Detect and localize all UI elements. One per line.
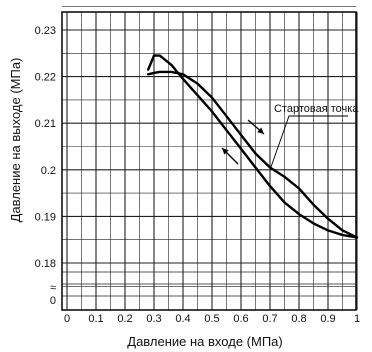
x-tick-label: 0.8 — [291, 313, 306, 325]
y-tick-label: 0 — [50, 295, 56, 307]
grid — [62, 6, 358, 310]
y-tick-label: 0.21 — [35, 118, 56, 130]
x-tick-label: 0.9 — [320, 313, 335, 325]
x-tick-label: 0.3 — [146, 313, 161, 325]
x-tick-label: 0.7 — [262, 313, 277, 325]
y-axis-break: ≈ — [50, 282, 56, 294]
annotations: Стартовая точка — [221, 103, 359, 170]
axes — [61, 11, 357, 311]
y-axis-title: Давление на выходе (МПа) — [8, 58, 23, 223]
x-axis-title: Давление на входе (МПа) — [127, 334, 282, 349]
series-lines — [146, 54, 359, 239]
start-point-leader — [269, 115, 348, 170]
start-point-label: Стартовая точка — [274, 103, 359, 115]
y-tick-label: 0.22 — [35, 72, 56, 84]
plot-frame — [61, 11, 357, 311]
y-tick-label: 0.19 — [35, 211, 56, 223]
direction-arrow-up-head — [222, 148, 229, 155]
direction-arrow-down-head — [257, 127, 264, 134]
x-tick-label: 1 — [354, 313, 360, 325]
x-tick-label: 0.4 — [175, 313, 190, 325]
tick-labels: 0.18 0.19 0.2 0.21 0.22 0.23 ≈00 0.1 0.2 0.3 0.4 0.… — [35, 25, 360, 325]
x-tick-label: 0.2 — [117, 313, 132, 325]
series-line-1 — [146, 54, 359, 239]
series-line-2 — [146, 70, 359, 239]
x-tick-label: 0.1 — [88, 313, 103, 325]
y-tick-label: 0.2 — [41, 165, 56, 177]
x-tick-label: 0.5 — [204, 313, 219, 325]
x-tick-label: 0 — [64, 313, 70, 325]
y-tick-label: 0.18 — [35, 258, 56, 270]
x-tick-label: 0.6 — [233, 313, 248, 325]
y-tick-label: 0.23 — [35, 25, 56, 37]
